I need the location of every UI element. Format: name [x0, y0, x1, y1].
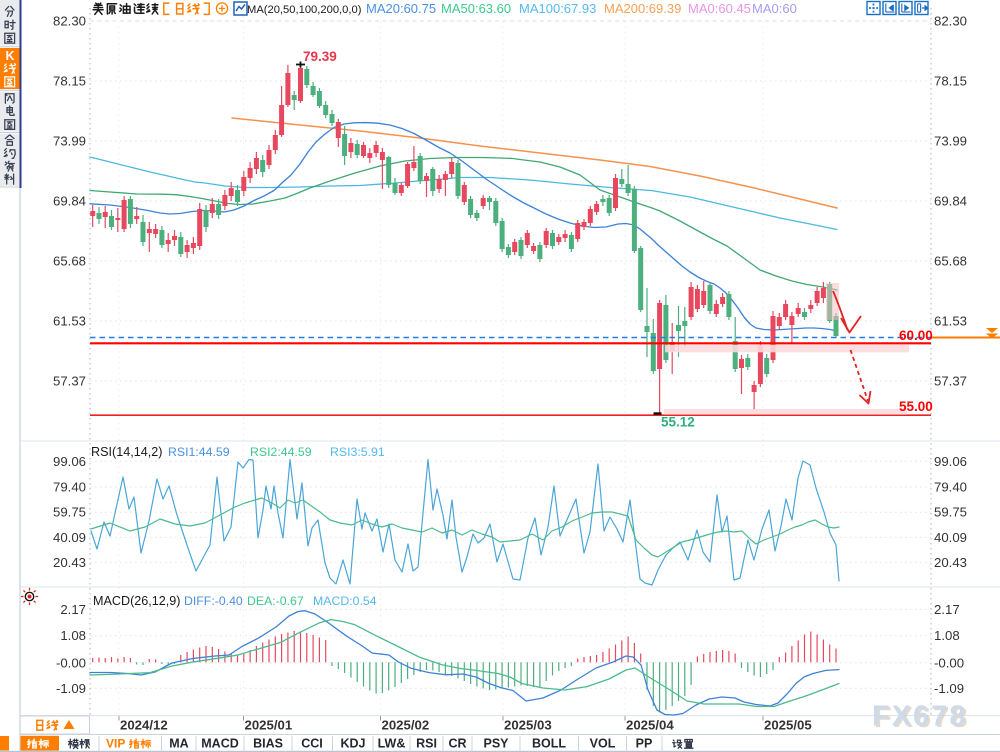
svg-text:69.84: 69.84: [53, 194, 86, 209]
svg-text:RSI: RSI: [416, 737, 437, 751]
svg-text:78.15: 78.15: [53, 74, 86, 89]
svg-text:MA100:67.93: MA100:67.93: [519, 1, 596, 16]
svg-text:MA0:60.45: MA0:60.45: [688, 1, 751, 16]
svg-text:MA20:60.75: MA20:60.75: [366, 1, 436, 16]
svg-text:59.75: 59.75: [53, 505, 86, 520]
svg-text:MACD(26,12,9): MACD(26,12,9): [93, 594, 181, 608]
svg-text:K: K: [5, 49, 14, 63]
svg-text:BIAS: BIAS: [253, 737, 283, 751]
svg-text:2025/05: 2025/05: [764, 718, 812, 733]
svg-text:40.09: 40.09: [53, 530, 86, 545]
svg-text:KDJ: KDJ: [340, 737, 365, 751]
svg-text:59.75: 59.75: [934, 505, 967, 520]
svg-text:79.39: 79.39: [303, 49, 337, 64]
svg-text:BOLL: BOLL: [532, 737, 566, 751]
svg-text:73.99: 73.99: [53, 134, 86, 149]
svg-text:MA: MA: [169, 737, 188, 751]
svg-text:DEA:-0.67: DEA:-0.67: [247, 594, 304, 608]
svg-text:2.17: 2.17: [60, 602, 86, 617]
svg-text:1.08: 1.08: [934, 628, 960, 643]
svg-text:79.40: 79.40: [934, 480, 967, 495]
svg-text:PP: PP: [636, 737, 653, 751]
svg-text:MA50:63.60: MA50:63.60: [441, 1, 511, 16]
svg-text:20.43: 20.43: [53, 555, 86, 570]
svg-text:MACD:0.54: MACD:0.54: [313, 594, 377, 608]
svg-text:2025/01: 2025/01: [245, 718, 293, 733]
svg-text:82.30: 82.30: [934, 14, 967, 29]
svg-text:65.68: 65.68: [53, 254, 86, 269]
svg-text:RSI1:44.59: RSI1:44.59: [168, 445, 230, 459]
svg-text:DIFF:-0.40: DIFF:-0.40: [184, 594, 243, 608]
svg-text:69.84: 69.84: [934, 194, 967, 209]
svg-text:73.99: 73.99: [934, 134, 967, 149]
svg-text:CCI: CCI: [301, 737, 323, 751]
svg-text:61.53: 61.53: [53, 314, 86, 329]
svg-text:55.00: 55.00: [899, 399, 933, 414]
svg-text:-0.00: -0.00: [56, 655, 86, 670]
svg-text:20.43: 20.43: [934, 555, 967, 570]
svg-text:-1.09: -1.09: [56, 681, 86, 696]
svg-text:VIP: VIP: [106, 737, 125, 751]
svg-text:RSI3:5.91: RSI3:5.91: [330, 445, 385, 459]
svg-text:55.12: 55.12: [661, 415, 695, 430]
svg-text:VOL: VOL: [590, 737, 616, 751]
svg-text:57.37: 57.37: [934, 374, 967, 389]
svg-text:2025/02: 2025/02: [382, 718, 430, 733]
svg-text:40.09: 40.09: [934, 530, 967, 545]
svg-text:2.17: 2.17: [934, 602, 960, 617]
svg-text:FX678: FX678: [874, 702, 969, 734]
svg-text:-1.09: -1.09: [934, 681, 964, 696]
svg-text:79.40: 79.40: [53, 480, 86, 495]
svg-text:1.08: 1.08: [60, 628, 86, 643]
svg-text:2025/03: 2025/03: [504, 718, 552, 733]
svg-text:2025/04: 2025/04: [626, 718, 674, 733]
svg-text:MACD: MACD: [201, 737, 239, 751]
svg-text:MA200:69.39: MA200:69.39: [604, 1, 681, 16]
svg-text:2024/12: 2024/12: [120, 718, 168, 733]
svg-text:60.00: 60.00: [899, 328, 933, 343]
svg-text:82.30: 82.30: [53, 14, 86, 29]
svg-text:MA0:60: MA0:60: [752, 1, 797, 16]
svg-text:CR: CR: [448, 737, 466, 751]
svg-text:MA(20,50,100,200,0,0): MA(20,50,100,200,0,0): [247, 4, 362, 16]
svg-text:99.06: 99.06: [53, 454, 86, 469]
svg-text:LW&: LW&: [378, 737, 406, 751]
svg-text:RSI(14,14,2): RSI(14,14,2): [91, 445, 162, 459]
svg-text:FX678: FX678: [872, 701, 967, 733]
svg-text:-0.00: -0.00: [934, 655, 964, 670]
svg-text:57.37: 57.37: [53, 374, 86, 389]
svg-text:PSY: PSY: [483, 737, 509, 751]
svg-text:78.15: 78.15: [934, 74, 967, 89]
svg-text:65.68: 65.68: [934, 254, 967, 269]
svg-text:99.06: 99.06: [934, 454, 967, 469]
svg-text:61.53: 61.53: [934, 314, 967, 329]
svg-text:RSI2:44.59: RSI2:44.59: [250, 445, 312, 459]
